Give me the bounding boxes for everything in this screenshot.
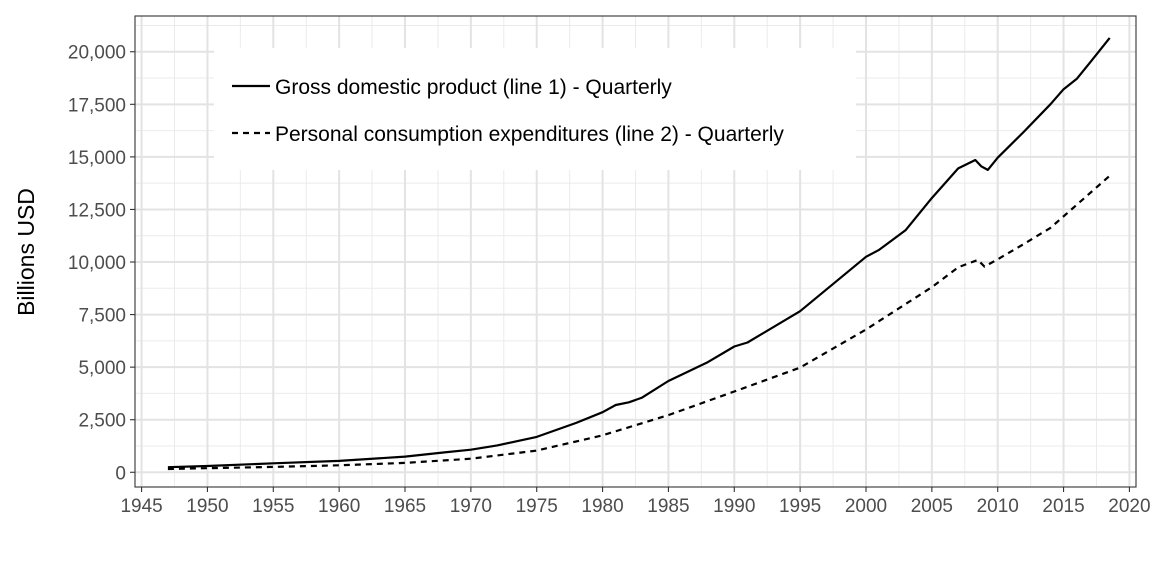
y-tick-label: 12,500 bbox=[68, 200, 126, 221]
x-tick-label: 1960 bbox=[318, 496, 360, 517]
x-tick-label: 1995 bbox=[779, 496, 821, 517]
legend: Gross domestic product (line 1) - Quarte… bbox=[214, 48, 856, 170]
series-layer bbox=[167, 37, 1111, 471]
y-tick-label: 17,500 bbox=[68, 95, 126, 116]
x-tick-label: 1950 bbox=[186, 496, 228, 517]
x-tick-label: 2020 bbox=[1108, 496, 1150, 517]
x-tick-label: 1980 bbox=[581, 496, 623, 517]
x-tick-label: 2000 bbox=[845, 496, 887, 517]
x-tick-label: 1955 bbox=[252, 496, 294, 517]
y-axis-title: Billions USD bbox=[13, 188, 39, 316]
y-tick-label: 10,000 bbox=[68, 253, 126, 274]
x-tick-label: 1945 bbox=[120, 496, 162, 517]
x-tick-label: 2005 bbox=[911, 496, 953, 517]
y-tick-label: 7,500 bbox=[78, 306, 126, 327]
y-tick-label: 15,000 bbox=[68, 148, 126, 169]
y-tick-label: 5,000 bbox=[78, 358, 126, 379]
x-axis: 1945 1950 1955 1960 1965 1970 1975 1980 1985 1990… bbox=[120, 487, 1151, 517]
x-tick-label: 1985 bbox=[647, 496, 689, 517]
plot-border bbox=[134, 15, 1137, 488]
legend-background bbox=[214, 48, 856, 170]
x-tick-label: 1965 bbox=[384, 496, 426, 517]
y-tick-label: 0 bbox=[115, 463, 126, 484]
legend-label-gdp: Gross domestic product (line 1) - Quarte… bbox=[275, 76, 672, 99]
y-tick-label: 20,000 bbox=[68, 43, 126, 64]
x-tick-label: 2015 bbox=[1042, 496, 1084, 517]
x-tick-label: 2010 bbox=[977, 496, 1019, 517]
x-tick-label: 1990 bbox=[713, 496, 755, 517]
x-tick-label: 1970 bbox=[450, 496, 492, 517]
series-line-gdp bbox=[167, 37, 1111, 469]
y-tick-label: 2,500 bbox=[78, 411, 126, 432]
x-tick-label: 1975 bbox=[516, 496, 558, 517]
y-axis: 0 2,500 5,000 7,500 10,000 12,500 15,000 17,500… bbox=[68, 43, 135, 484]
legend-label-pce: Personal consumption expenditures (line … bbox=[275, 123, 784, 146]
